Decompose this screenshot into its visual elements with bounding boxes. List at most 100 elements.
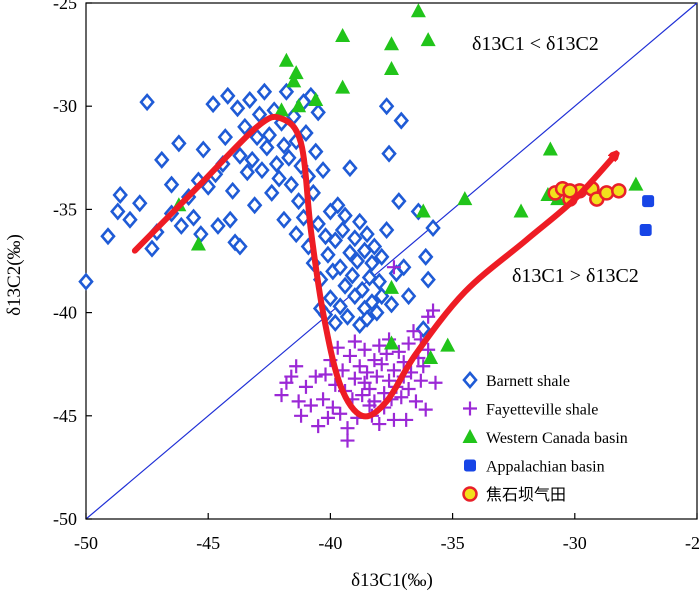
data-point (374, 357, 389, 372)
data-point (354, 280, 370, 299)
data-point (420, 270, 436, 289)
x-tick-label: -50 (74, 533, 98, 553)
data-point (642, 195, 655, 208)
one-to-one-line (85, 2, 698, 520)
data-point (330, 196, 346, 215)
y-tick-label: -40 (53, 303, 77, 323)
data-point (310, 214, 326, 233)
data-point (337, 276, 353, 295)
data-point (288, 225, 304, 244)
x-tick-label: -45 (196, 533, 220, 553)
data-point (364, 293, 380, 312)
data-point (369, 303, 385, 322)
data-point (320, 410, 335, 425)
trend-arrow (131, 113, 616, 420)
data-point (339, 307, 356, 326)
data-point (367, 394, 382, 409)
data-point (322, 289, 339, 308)
data-point (378, 97, 395, 116)
data-point (628, 176, 644, 191)
data-point (401, 336, 416, 351)
data-point (112, 185, 128, 204)
data-point (401, 381, 416, 396)
data-point (349, 252, 365, 270)
legend-item: 焦石坝气田 (462, 486, 566, 504)
data-point (279, 375, 294, 390)
data-point (352, 359, 367, 374)
data-point (384, 335, 399, 350)
data-point (334, 221, 351, 240)
data-point (335, 28, 351, 43)
data-point (276, 136, 292, 155)
data-point (237, 117, 253, 136)
data-point (394, 390, 409, 405)
data-point (210, 216, 226, 235)
data-point (315, 161, 331, 180)
legend-item: Fayetteville shale (463, 401, 598, 419)
data-point (342, 159, 358, 178)
data-point (268, 154, 285, 173)
y-tick-label: -50 (53, 509, 77, 529)
data-point (239, 163, 256, 182)
data-point (185, 208, 202, 227)
data-point (369, 369, 384, 384)
data-point (416, 359, 431, 374)
data-point (298, 379, 313, 394)
data-point (327, 313, 344, 332)
series-2 (171, 3, 644, 365)
data-point (342, 348, 357, 363)
data-point (340, 433, 355, 448)
data-point (562, 183, 578, 199)
data-point (283, 175, 300, 194)
data-point (254, 161, 270, 180)
data-point (355, 388, 370, 403)
data-point (332, 258, 348, 277)
data-point (122, 210, 138, 229)
data-point (406, 324, 421, 339)
data-point (205, 95, 221, 114)
data-point (78, 272, 94, 291)
legend-marker (462, 371, 478, 389)
y-axis-title: δ13C2(‰) (4, 234, 25, 316)
data-point (457, 191, 473, 206)
data-point (337, 206, 353, 225)
data-point (381, 144, 397, 163)
data-point (110, 202, 126, 221)
data-point (347, 229, 363, 248)
data-point (542, 141, 558, 156)
data-point (340, 421, 355, 436)
data-point (332, 297, 348, 316)
data-point (289, 359, 304, 374)
data-point (246, 196, 263, 215)
x-axis-title: δ13C1(‰) (351, 570, 433, 591)
data-point (367, 353, 382, 368)
annotation-lower: δ13C1 > δ13C2 (512, 265, 639, 287)
data-point (276, 210, 292, 229)
data-point (308, 92, 324, 107)
legend-marker (463, 401, 477, 416)
data-point (217, 128, 234, 147)
data-point (440, 337, 456, 352)
data-point (325, 400, 340, 415)
data-point (144, 239, 160, 258)
data-point (611, 183, 627, 199)
data-point (291, 394, 306, 409)
data-point (335, 79, 351, 94)
data-point (372, 417, 387, 432)
data-point (386, 260, 401, 275)
data-point (347, 371, 362, 386)
data-point (384, 36, 399, 51)
data-point (288, 65, 304, 80)
data-point (190, 236, 206, 251)
data-point (386, 363, 401, 378)
data-point (229, 99, 246, 118)
y-tick-label: -35 (53, 199, 77, 219)
data-point (308, 369, 323, 384)
data-point (359, 309, 375, 328)
data-point (377, 386, 392, 401)
legend-marker (464, 459, 476, 472)
data-point (413, 373, 428, 388)
data-point (294, 408, 309, 423)
data-point (598, 185, 615, 201)
series-1 (274, 260, 443, 448)
